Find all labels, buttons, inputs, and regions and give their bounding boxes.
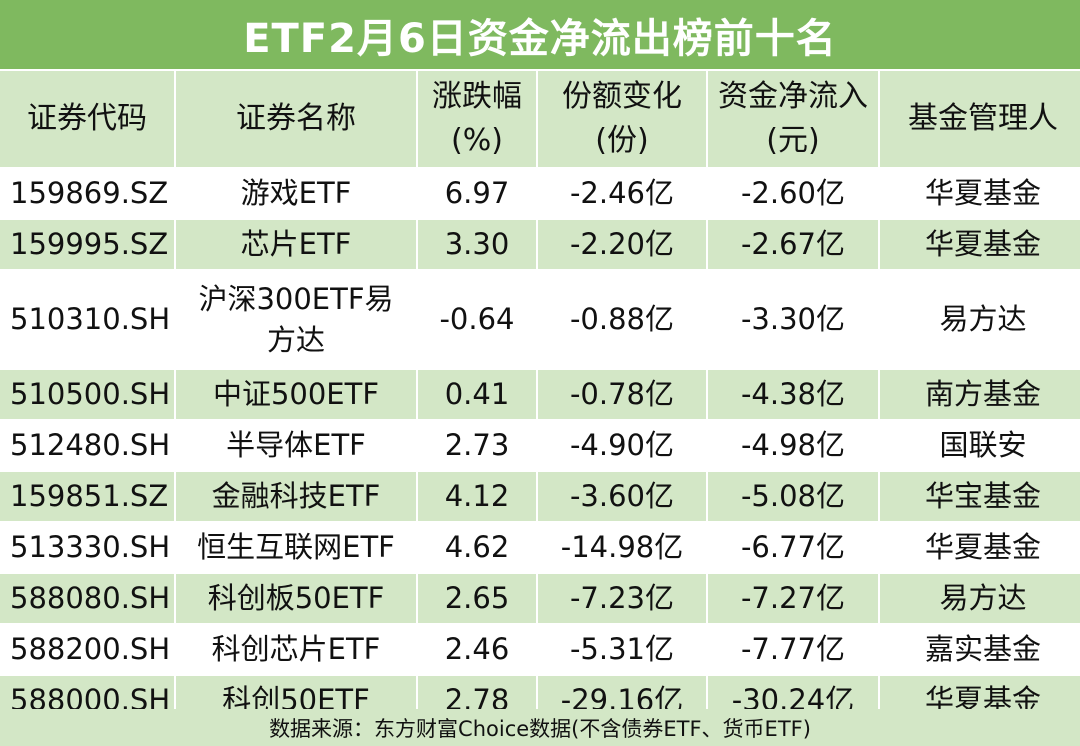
cell-net-inflow: -3.30亿 xyxy=(708,271,878,368)
cell-code: 510310.SH xyxy=(0,271,174,368)
cell-name: 游戏ETF xyxy=(176,169,416,218)
cell-manager: 易方达 xyxy=(880,574,1080,623)
page-title: ETF2月6日资金净流出榜前十名 xyxy=(0,0,1080,69)
cell-manager: 华夏基金 xyxy=(880,220,1080,269)
cell-change: 4.12 xyxy=(418,472,536,521)
cell-net-inflow: -5.08亿 xyxy=(708,472,878,521)
cell-share-change: -3.60亿 xyxy=(538,472,706,521)
cell-name: 科创芯片ETF xyxy=(176,625,416,674)
cell-manager: 易方达 xyxy=(880,271,1080,368)
cell-change: 2.46 xyxy=(418,625,536,674)
cell-code: 510500.SH xyxy=(0,370,174,419)
cell-code: 159995.SZ xyxy=(0,220,174,269)
header-share-change: 份额变化(份) xyxy=(538,71,706,167)
cell-name: 芯片ETF xyxy=(176,220,416,269)
cell-name: 中证500ETF xyxy=(176,370,416,419)
cell-share-change: -2.46亿 xyxy=(538,169,706,218)
cell-manager: 嘉实基金 xyxy=(880,625,1080,674)
data-source-footer: 数据来源：东方财富Choice数据(不含债券ETF、货币ETF) xyxy=(0,709,1080,746)
cell-net-inflow: -4.38亿 xyxy=(708,370,878,419)
cell-share-change: -5.31亿 xyxy=(538,625,706,674)
cell-net-inflow: -2.67亿 xyxy=(708,220,878,269)
cell-code: 588200.SH xyxy=(0,625,174,674)
cell-name: 科创板50ETF xyxy=(176,574,416,623)
cell-change: 2.73 xyxy=(418,421,536,470)
cell-net-inflow: -4.98亿 xyxy=(708,421,878,470)
cell-code: 159869.SZ xyxy=(0,169,174,218)
cell-net-inflow: -7.27亿 xyxy=(708,574,878,623)
header-change: 涨跌幅(%) xyxy=(418,71,536,167)
cell-code: 159851.SZ xyxy=(0,472,174,521)
header-manager: 基金管理人 xyxy=(880,71,1080,167)
cell-manager: 华夏基金 xyxy=(880,169,1080,218)
header-name: 证券名称 xyxy=(176,71,416,167)
cell-share-change: -14.98亿 xyxy=(538,523,706,572)
header-code: 证券代码 xyxy=(0,71,174,167)
cell-net-inflow: -2.60亿 xyxy=(708,169,878,218)
cell-code: 512480.SH xyxy=(0,421,174,470)
cell-code: 588080.SH xyxy=(0,574,174,623)
cell-manager: 华夏基金 xyxy=(880,523,1080,572)
cell-net-inflow: -7.77亿 xyxy=(708,625,878,674)
cell-share-change: -0.88亿 xyxy=(538,271,706,368)
cell-change: -0.64 xyxy=(418,271,536,368)
cell-name: 恒生互联网ETF xyxy=(176,523,416,572)
cell-name: 沪深300ETF易方达 xyxy=(176,271,416,368)
cell-code: 513330.SH xyxy=(0,523,174,572)
cell-manager: 南方基金 xyxy=(880,370,1080,419)
outflow-table: 证券代码 证券名称 涨跌幅(%) 份额变化(份) 资金净流入(元) 基金管理人 … xyxy=(0,71,1080,725)
cell-manager: 国联安 xyxy=(880,421,1080,470)
cell-change: 4.62 xyxy=(418,523,536,572)
cell-net-inflow: -6.77亿 xyxy=(708,523,878,572)
cell-share-change: -7.23亿 xyxy=(538,574,706,623)
cell-change: 2.65 xyxy=(418,574,536,623)
cell-change: 6.97 xyxy=(418,169,536,218)
cell-manager: 华宝基金 xyxy=(880,472,1080,521)
cell-change: 3.30 xyxy=(418,220,536,269)
cell-name: 金融科技ETF xyxy=(176,472,416,521)
cell-change: 0.41 xyxy=(418,370,536,419)
header-net-inflow: 资金净流入(元) xyxy=(708,71,878,167)
cell-share-change: -2.20亿 xyxy=(538,220,706,269)
cell-name: 半导体ETF xyxy=(176,421,416,470)
cell-share-change: -4.90亿 xyxy=(538,421,706,470)
cell-share-change: -0.78亿 xyxy=(538,370,706,419)
